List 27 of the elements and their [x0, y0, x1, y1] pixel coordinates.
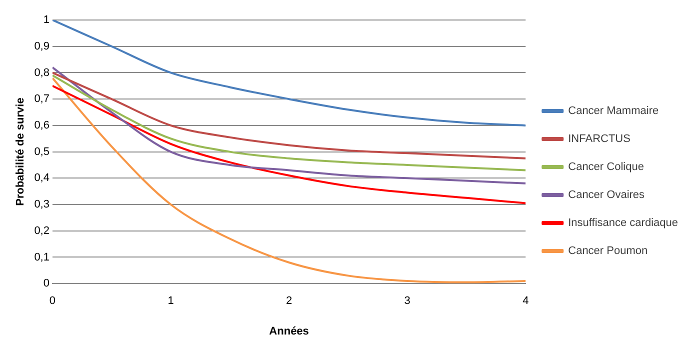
y-tick-label: 0,8: [34, 66, 50, 79]
y-tick-label: 0,6: [34, 119, 50, 132]
y-axis-title: Probabilité de survie: [14, 98, 27, 206]
legend-label: Cancer Poumon: [568, 245, 648, 258]
y-tick-label: 1: [43, 14, 50, 26]
y-tick-label: 0,7: [34, 93, 50, 106]
line-series: [52, 20, 526, 126]
legend-label: Cancer Mammaire: [568, 105, 659, 118]
y-tick-label: 0,1: [34, 251, 50, 264]
x-tick-label: 2: [286, 295, 292, 308]
line-series: [52, 76, 526, 284]
y-tick-label: 0,9: [34, 40, 50, 52]
x-tick-label: 4: [522, 295, 529, 308]
x-tick-label: 1: [168, 295, 174, 308]
y-tick-label: 0,5: [34, 146, 50, 158]
legend-label: Cancer Ovaires: [568, 189, 646, 202]
y-tick-label: 0,4: [34, 172, 50, 184]
x-tick-label: 3: [404, 295, 410, 308]
y-tick-label: 0,3: [34, 198, 50, 211]
line-series: [52, 84, 526, 204]
y-tick-label: 0,2: [34, 224, 50, 237]
x-axis-title: Années: [269, 325, 309, 338]
legend-label: Insuffisance cardiaque: [568, 217, 678, 230]
legend-label: INFARCTUS: [568, 133, 630, 146]
y-tick-label: 0: [43, 278, 50, 290]
legend-label: Cancer Colique: [568, 161, 644, 174]
line-series: [52, 66, 526, 184]
